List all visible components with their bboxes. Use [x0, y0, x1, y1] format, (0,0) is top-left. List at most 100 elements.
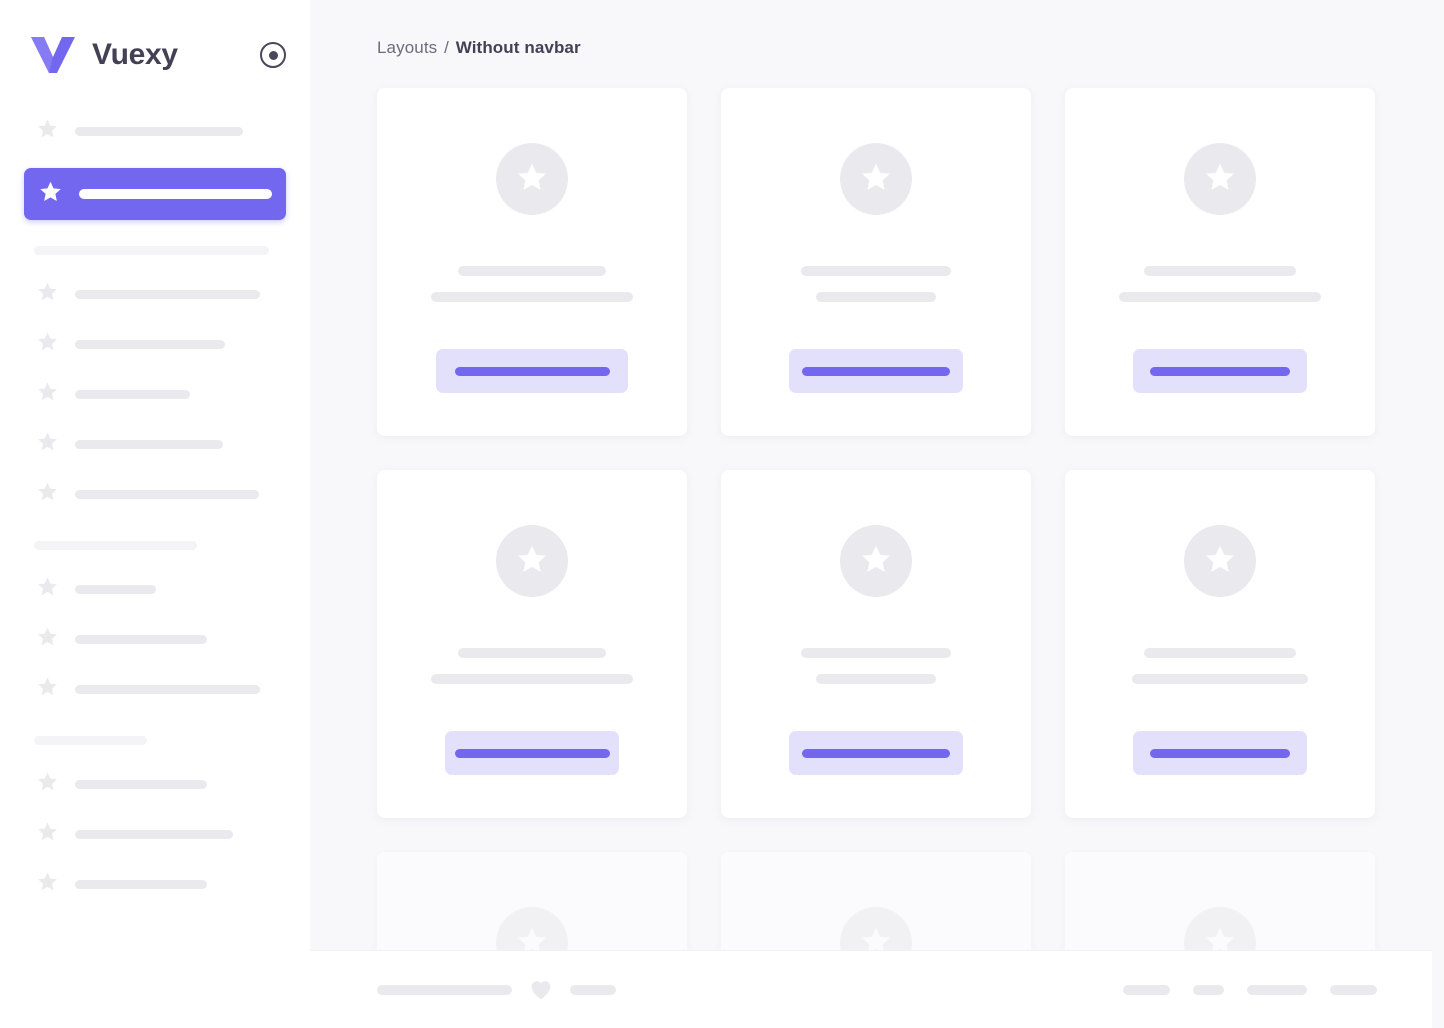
- sidebar-item-label-placeholder: [75, 339, 225, 349]
- breadcrumb-parent[interactable]: Layouts: [377, 38, 438, 57]
- card-text-line-2: [816, 292, 936, 302]
- star-icon: [36, 480, 59, 508]
- star-icon: [36, 575, 59, 603]
- card-text-placeholders: [721, 266, 1031, 302]
- sidebar-item-active[interactable]: [24, 168, 286, 220]
- card-text-line-2: [431, 674, 633, 684]
- star-icon: [1203, 160, 1237, 199]
- content-card[interactable]: [721, 470, 1031, 818]
- card-text-placeholders: [377, 266, 687, 302]
- sidebar-item[interactable]: [24, 110, 286, 152]
- sidebar-item-label-placeholder: [75, 489, 259, 499]
- sidebar-item-label-placeholder: [75, 879, 207, 889]
- content-card[interactable]: [1065, 88, 1375, 436]
- sidebar-item[interactable]: [24, 373, 286, 415]
- card-button-label-placeholder: [802, 366, 950, 376]
- card-text-line-1: [801, 648, 951, 658]
- content-card[interactable]: [377, 470, 687, 818]
- footer-link-placeholder[interactable]: [1247, 984, 1307, 995]
- card-text-line-1: [1144, 266, 1296, 276]
- footer-left-group: [377, 978, 616, 1002]
- content-card[interactable]: [377, 88, 687, 436]
- breadcrumb-current: Without navbar: [455, 38, 581, 57]
- brand[interactable]: Vuexy: [30, 34, 260, 76]
- breadcrumb: Layouts / Without navbar: [310, 0, 1444, 58]
- card-action-button[interactable]: [1133, 731, 1307, 775]
- card-text-line-1: [458, 648, 606, 658]
- sidebar-item[interactable]: [24, 323, 286, 365]
- footer-link-placeholder[interactable]: [1123, 984, 1170, 995]
- sidebar-item-label-placeholder: [75, 779, 207, 789]
- card-text-line-1: [1144, 648, 1296, 658]
- sidebar-item-spacer: [24, 415, 286, 423]
- heart-icon: [529, 978, 553, 1002]
- footer-copyright-placeholder: [377, 984, 512, 995]
- sidebar-item[interactable]: [24, 668, 286, 710]
- main-content: Layouts / Without navbar: [310, 0, 1444, 1028]
- sidebar-item[interactable]: [24, 473, 286, 515]
- card-avatar: [1184, 143, 1256, 215]
- sidebar-item-spacer: [24, 855, 286, 863]
- card-button-label-placeholder: [454, 748, 610, 758]
- card-avatar: [1184, 525, 1256, 597]
- sidebar-item[interactable]: [24, 568, 286, 610]
- sidebar-item-label-placeholder: [79, 189, 272, 199]
- star-icon: [515, 542, 549, 581]
- sidebar-nav: [0, 110, 310, 905]
- sidebar-item[interactable]: [24, 763, 286, 805]
- card-button-label-placeholder: [454, 366, 610, 376]
- card-action-button[interactable]: [1133, 349, 1307, 393]
- sidebar-item-label-placeholder: [75, 584, 156, 594]
- star-icon: [515, 924, 549, 963]
- star-icon: [859, 924, 893, 963]
- star-icon: [36, 770, 59, 798]
- card-avatar: [496, 143, 568, 215]
- card-button-label-placeholder: [1150, 748, 1290, 758]
- card-text-line-2: [431, 292, 633, 302]
- star-icon: [36, 820, 59, 848]
- sidebar-item-label-placeholder: [75, 634, 207, 644]
- sidebar-item-spacer: [24, 465, 286, 473]
- vuexy-chevron-logo-icon: [30, 34, 76, 76]
- sidebar-item-spacer: [24, 660, 286, 668]
- content-card[interactable]: [1065, 470, 1375, 818]
- sidebar-item-label-placeholder: [75, 684, 260, 694]
- card-text-placeholders: [1065, 266, 1375, 302]
- footer-link-placeholder[interactable]: [1193, 984, 1224, 995]
- sidebar-item[interactable]: [24, 423, 286, 465]
- card-text-line-2: [816, 674, 936, 684]
- star-icon: [1203, 542, 1237, 581]
- star-icon: [36, 870, 59, 898]
- content-card[interactable]: [721, 88, 1031, 436]
- card-button-label-placeholder: [1150, 366, 1290, 376]
- page-footer: [310, 950, 1444, 1028]
- sidebar-item[interactable]: [24, 618, 286, 660]
- sidebar-item-spacer: [24, 805, 286, 813]
- star-icon: [36, 117, 59, 145]
- star-icon: [36, 380, 59, 408]
- star-icon: [36, 625, 59, 653]
- star-icon: [859, 542, 893, 581]
- card-text-line-1: [458, 266, 606, 276]
- card-action-button[interactable]: [436, 349, 628, 393]
- card-action-button[interactable]: [445, 731, 619, 775]
- card-action-button[interactable]: [789, 731, 963, 775]
- sidebar-item[interactable]: [24, 273, 286, 315]
- card-text-placeholders: [1065, 648, 1375, 684]
- sidebar-section-divider: [34, 541, 197, 550]
- sidebar-item-spacer: [24, 152, 286, 160]
- card-action-button[interactable]: [789, 349, 963, 393]
- star-icon: [859, 160, 893, 199]
- card-avatar: [496, 525, 568, 597]
- sidebar-item[interactable]: [24, 863, 286, 905]
- star-icon: [36, 280, 59, 308]
- sidebar-item-spacer: [24, 365, 286, 373]
- star-icon: [1203, 924, 1237, 963]
- breadcrumb-separator: /: [444, 38, 449, 57]
- circle-dot-collapse-icon[interactable]: [260, 42, 286, 68]
- sidebar-item[interactable]: [24, 813, 286, 855]
- card-avatar: [840, 143, 912, 215]
- sidebar-item-label-placeholder: [75, 126, 243, 136]
- footer-link-placeholder[interactable]: [1330, 984, 1377, 995]
